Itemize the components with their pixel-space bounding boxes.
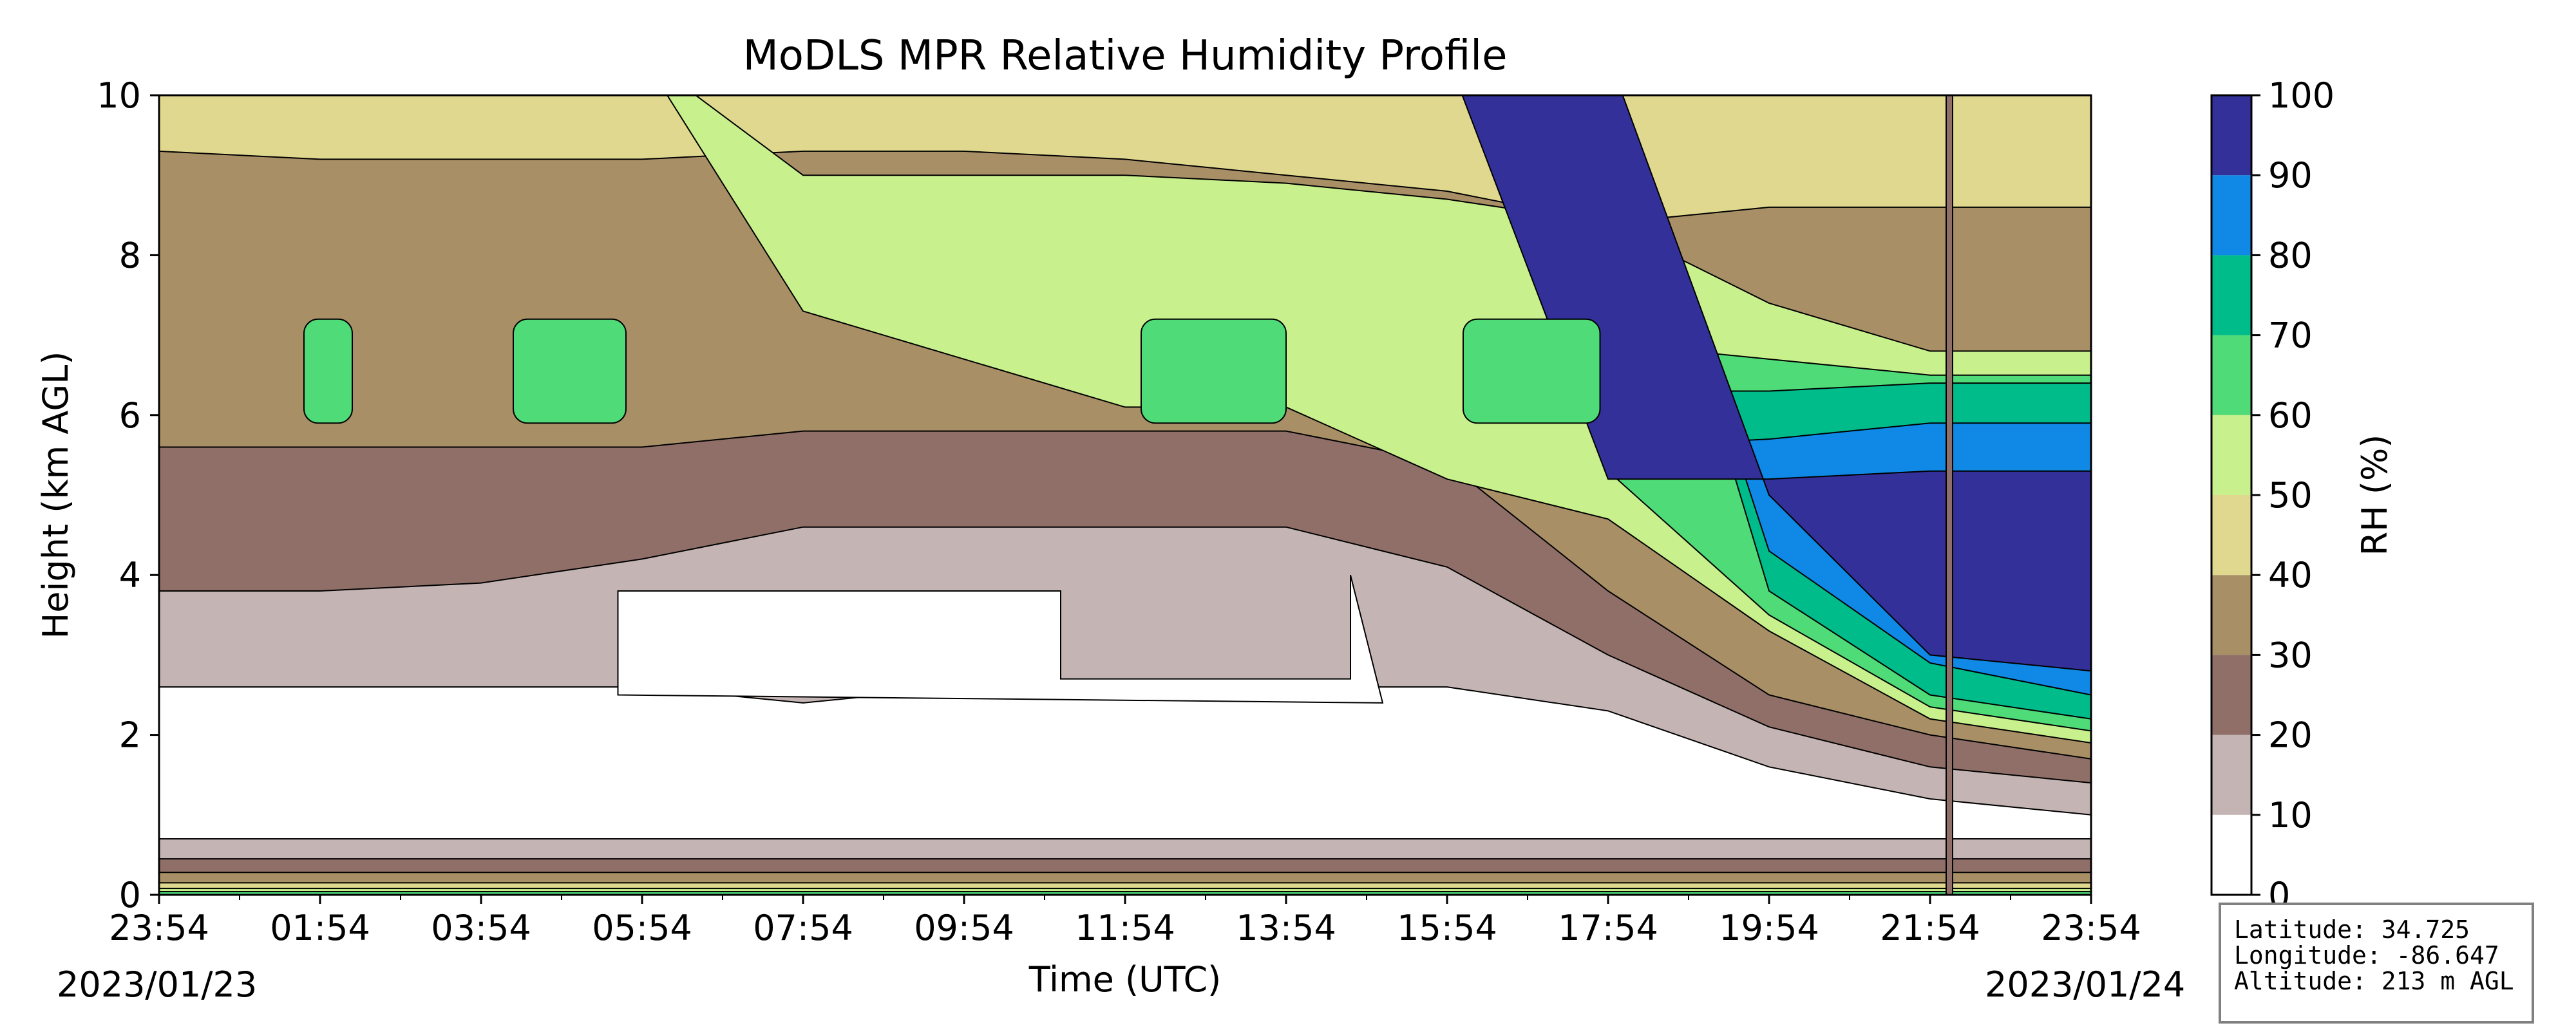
altitude-text: Altitude: 213 m AGL bbox=[2234, 967, 2514, 995]
colorbar-swatch-0 bbox=[2211, 814, 2251, 895]
y-tick-label: 2 bbox=[119, 715, 141, 756]
humidity-contour-layers bbox=[159, 95, 2091, 895]
x-axis-label: Time (UTC) bbox=[1028, 959, 1222, 1000]
y-tick-label: 6 bbox=[119, 395, 141, 436]
x-tick-label: 13:54 bbox=[1236, 908, 1336, 948]
moist-cell-1 bbox=[513, 318, 627, 424]
colorbar-swatch-60 bbox=[2211, 335, 2251, 415]
x-axis-ticks: 23:54 01:54 03:54 05:54 07:54 09:54 11:54 13:54… bbox=[109, 895, 2141, 948]
x-tick-label: 19:54 bbox=[1719, 908, 1819, 948]
colorbar-tick-label: 30 bbox=[2268, 635, 2313, 675]
x-tick-label: 05:54 bbox=[592, 908, 692, 948]
y-axis-label: Height (km AGL) bbox=[35, 351, 76, 639]
longitude-text: Longitude: -86.647 bbox=[2234, 941, 2499, 969]
colorbar-tick-label: 80 bbox=[2268, 235, 2313, 276]
colorbar-swatch-80 bbox=[2211, 175, 2251, 256]
x-tick-label: 21:54 bbox=[1880, 908, 1980, 948]
dry-pocket bbox=[617, 574, 1384, 704]
colorbar-swatch-50 bbox=[2211, 415, 2251, 495]
moist-cell-0 bbox=[303, 318, 353, 424]
x-tick-label: 07:54 bbox=[753, 908, 853, 948]
colorbar-tick-label: 90 bbox=[2268, 155, 2313, 196]
x-tick-label: 15:54 bbox=[1397, 908, 1497, 948]
x-tick-label: 01:54 bbox=[270, 908, 370, 948]
x-tick-label: 03:54 bbox=[431, 908, 531, 948]
x-tick-label: 23:54 bbox=[109, 908, 209, 948]
y-tick-label: 8 bbox=[119, 235, 141, 276]
y-tick-label: 0 bbox=[119, 875, 141, 915]
colorbar-swatch-90 bbox=[2211, 95, 2251, 176]
colorbar-swatch-30 bbox=[2211, 575, 2251, 655]
rh-band-90-100 bbox=[1461, 95, 2091, 672]
start-date-label: 2023/01/23 bbox=[57, 964, 257, 1005]
station-info-box: Latitude: 34.725 Longitude: -86.647 Alti… bbox=[2219, 903, 2534, 1024]
x-tick-label: 11:54 bbox=[1075, 908, 1175, 948]
latitude-text: Latitude: 34.725 bbox=[2234, 915, 2470, 944]
moist-cell-2 bbox=[1141, 318, 1287, 424]
y-tick-label: 10 bbox=[97, 75, 141, 116]
y-axis-ticks: 0 2 4 6 8 10 bbox=[97, 75, 159, 915]
colorbar-tick-label: 10 bbox=[2268, 795, 2313, 836]
chart-title: MoDLS MPR Relative Humidity Profile bbox=[743, 32, 1508, 80]
colorbar-tick-label: 100 bbox=[2268, 75, 2334, 116]
data-gap-line bbox=[1946, 95, 1953, 895]
y-tick-label: 4 bbox=[119, 555, 141, 595]
x-tick-label: 17:54 bbox=[1558, 908, 1658, 948]
colorbar-tick-label: 50 bbox=[2268, 475, 2313, 516]
colorbar-swatch-20 bbox=[2211, 655, 2251, 735]
end-date-label: 2023/01/24 bbox=[1985, 964, 2185, 1005]
colorbar-tick-label: 40 bbox=[2268, 555, 2313, 595]
x-tick-label: 23:54 bbox=[2041, 908, 2141, 948]
colorbar-swatch-10 bbox=[2211, 735, 2251, 815]
colorbar-label: RH (%) bbox=[2354, 435, 2395, 556]
colorbar-swatch-40 bbox=[2211, 495, 2251, 576]
colorbar-tick-label: 60 bbox=[2268, 395, 2313, 436]
x-tick-label: 09:54 bbox=[914, 908, 1014, 948]
colorbar-tick-label: 70 bbox=[2268, 315, 2313, 356]
moist-cell-3 bbox=[1463, 318, 1601, 424]
plot-area bbox=[158, 94, 2092, 896]
colorbar-tick-label: 20 bbox=[2268, 715, 2313, 756]
colorbar-swatch-70 bbox=[2211, 255, 2251, 335]
